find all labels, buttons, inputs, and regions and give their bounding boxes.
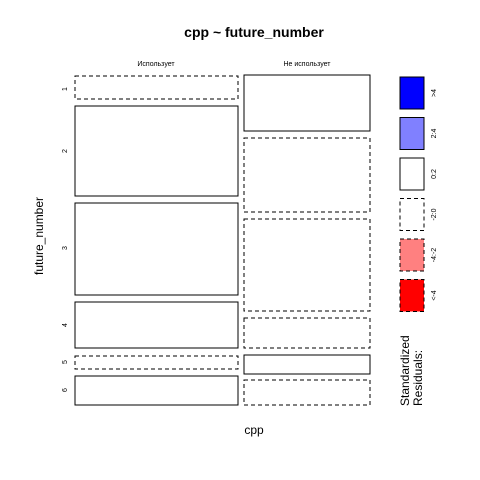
mosaic-cell-row-6-col-1 — [74, 375, 239, 406]
legend-swatch-4 — [399, 198, 425, 231]
mosaic-cell-row-1-col-1 — [74, 75, 239, 100]
mosaic-cell-row-5-col-2 — [243, 354, 371, 375]
mosaic-cell-row-3-col-1 — [74, 202, 239, 296]
mosaic-cell-row-2-col-1 — [74, 105, 239, 197]
row-label-3: 3 — [62, 246, 69, 250]
legend-title-line-2: Residuals: — [411, 350, 425, 406]
legend-title-line-1: Standardized — [398, 335, 412, 406]
y-axis-label: future_number — [32, 197, 46, 275]
row-label-1: 1 — [62, 87, 69, 91]
legend-swatch-1 — [399, 76, 425, 110]
mosaic-cell-row-4-col-1 — [74, 301, 239, 349]
mosaic-cell-row-2-col-2 — [243, 137, 371, 213]
row-labels: 1 2 3 4 5 6 — [62, 87, 69, 392]
mosaic-cell-row-3-col-2 — [243, 218, 371, 312]
legend-label-4: -2:0 — [431, 208, 438, 220]
mosaic-cell-row-6-col-2 — [243, 379, 371, 406]
legend-label-6: <-4 — [431, 290, 438, 300]
row-label-6: 6 — [62, 388, 69, 392]
legend-label-3: 0:2 — [431, 169, 438, 179]
mosaic-cell-row-1-col-2 — [243, 74, 371, 132]
column-label-uses: Использует — [137, 61, 175, 68]
mosaic-cell-row-4-col-2 — [243, 317, 371, 349]
x-axis-label: cpp — [244, 423, 264, 437]
legend-swatch-2 — [399, 117, 425, 150]
legend-label-1: >4 — [431, 89, 438, 97]
legend-label-5: -4:-2 — [431, 248, 438, 263]
column-label-not-uses: Не использует — [284, 61, 332, 68]
legend: >4 2:4 0:2 -2:0 -4:-2 <-4 — [399, 76, 438, 312]
legend-swatch-5 — [399, 238, 425, 272]
row-label-5: 5 — [62, 360, 69, 364]
mosaic-cells — [74, 74, 371, 406]
legend-swatch-3 — [399, 157, 425, 191]
legend-label-2: 2:4 — [431, 129, 438, 139]
chart-title: cpp ~ future_number — [184, 24, 324, 40]
row-label-2: 2 — [62, 149, 69, 153]
legend-swatch-6 — [399, 279, 425, 312]
row-label-4: 4 — [62, 323, 69, 327]
mosaic-cell-row-5-col-1 — [74, 355, 239, 370]
